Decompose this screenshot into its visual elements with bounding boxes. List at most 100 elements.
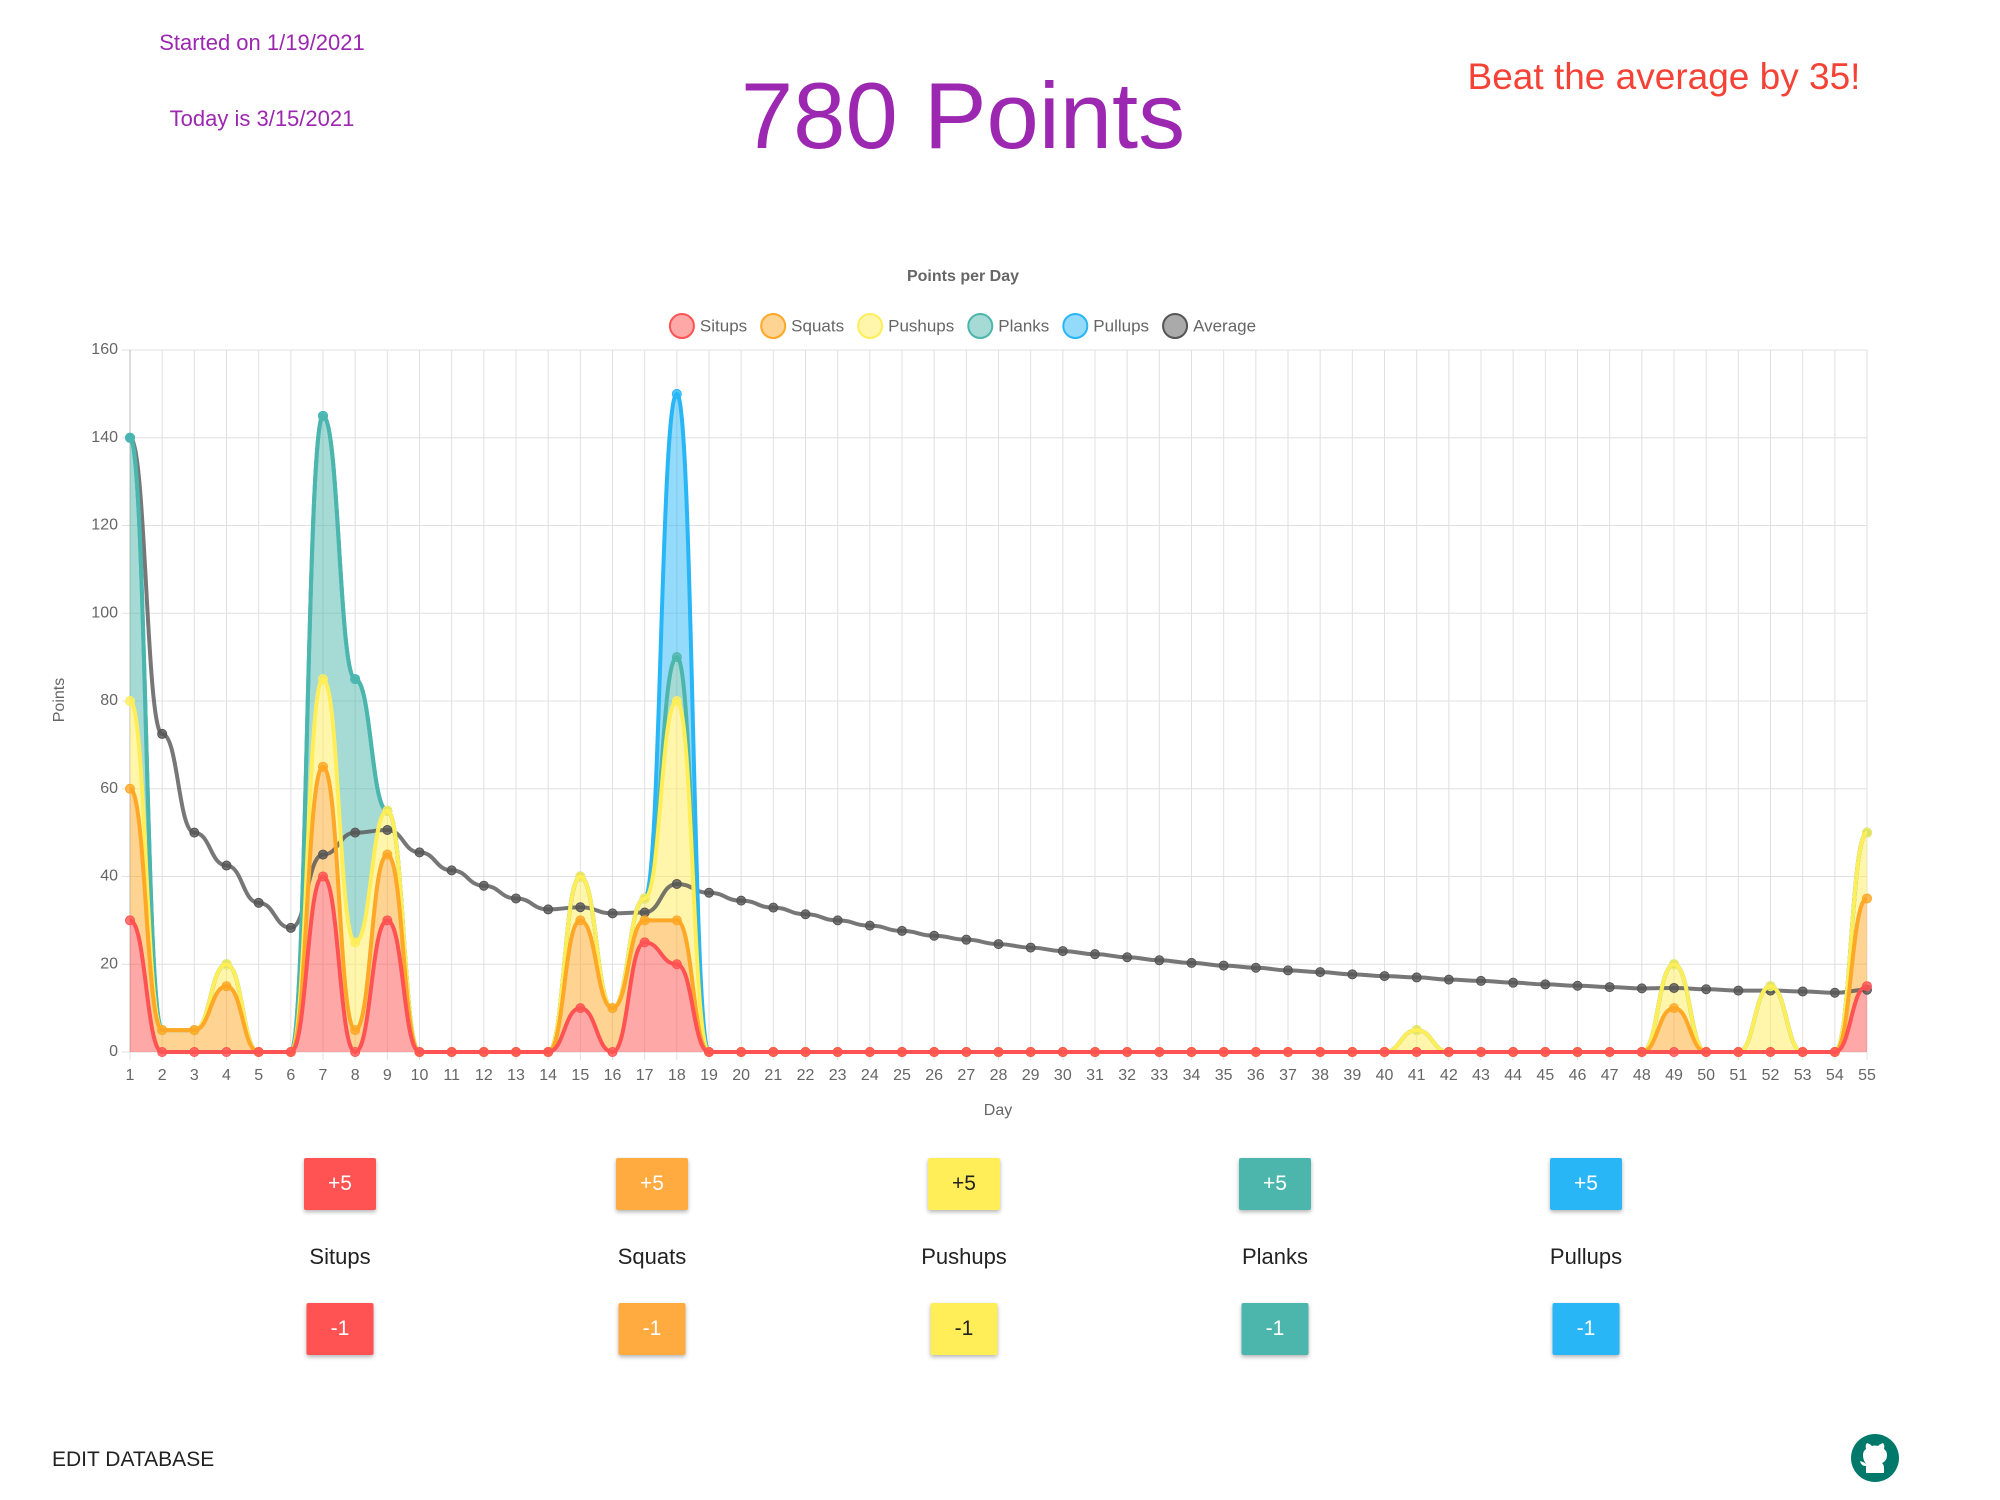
chart: Points per Day Day Points 02040608010012… (51, 268, 1876, 1119)
minus-button[interactable]: -1 (930, 1303, 998, 1355)
plus-button[interactable]: +5 (1239, 1158, 1311, 1210)
beat-average: Beat the average by 35! (1467, 56, 1861, 97)
x-tick-label: 33 (1150, 1067, 1168, 1084)
x-tick-label: 17 (636, 1067, 654, 1084)
x-tick-label: 42 (1440, 1067, 1458, 1084)
point (1186, 957, 1197, 968)
x-tick-label: 32 (1118, 1067, 1136, 1084)
started-text: Started on 1/19/2021 (159, 30, 365, 55)
x-tick-label: 36 (1247, 1067, 1265, 1084)
x-tick-label: 53 (1794, 1067, 1812, 1084)
legend-item[interactable]: Pullups (1062, 313, 1149, 339)
x-tick-label: 23 (829, 1067, 847, 1084)
x-tick-label: 43 (1472, 1067, 1490, 1084)
point (125, 915, 135, 926)
point (1604, 1047, 1615, 1057)
point (897, 1047, 907, 1057)
point (1508, 977, 1519, 988)
github-icon[interactable] (1850, 1433, 1900, 1483)
legend-item[interactable]: Squats (760, 313, 844, 339)
point (1122, 952, 1133, 963)
legend-item[interactable]: Pushups (857, 313, 954, 339)
point (318, 849, 328, 860)
point (993, 939, 1004, 950)
legend-label: Pushups (888, 316, 954, 335)
activity-label: Pullups (1549, 1244, 1623, 1269)
point (189, 1025, 200, 1036)
x-tick-label: 45 (1536, 1067, 1554, 1084)
x-tick-label: 26 (925, 1067, 943, 1084)
point (671, 959, 682, 970)
point (125, 696, 135, 706)
legend-label: Average (1193, 316, 1256, 335)
point (157, 728, 168, 739)
minus-button[interactable]: -1 (618, 1303, 686, 1355)
point (1669, 982, 1679, 993)
point (736, 895, 747, 906)
edit-database-link[interactable]: EDIT DATABASE (52, 1448, 215, 1471)
point (929, 1047, 940, 1057)
x-tick-label: 14 (539, 1067, 557, 1084)
x-tick-label: 6 (286, 1067, 295, 1084)
x-tick-label: 20 (732, 1067, 750, 1084)
x-tick-label: 34 (1183, 1067, 1201, 1084)
point (832, 1047, 843, 1057)
x-tick-label: 11 (443, 1067, 460, 1084)
point (1283, 965, 1293, 976)
legend-label: Squats (791, 316, 844, 335)
point (1090, 1047, 1100, 1057)
legend-item[interactable]: Situps (668, 313, 747, 339)
x-tick-label: 48 (1633, 1067, 1651, 1084)
point (929, 930, 940, 941)
point (768, 1047, 779, 1057)
legend: Situps Squats Pushups Planks Pullups Average (668, 313, 1256, 339)
point (1829, 1047, 1840, 1057)
github-cat (1860, 1443, 1887, 1473)
point (1057, 946, 1068, 957)
point (1669, 959, 1679, 970)
point (1476, 975, 1486, 986)
point (511, 893, 521, 904)
minus-button[interactable]: -1 (306, 1303, 374, 1355)
legend-item[interactable]: Average (1162, 313, 1256, 339)
legend-swatch (967, 313, 994, 339)
point (1154, 955, 1165, 966)
point (575, 871, 586, 882)
y-tick-label: 60 (100, 780, 118, 797)
plus-button[interactable]: +5 (616, 1158, 688, 1210)
point (350, 674, 361, 685)
point (1572, 980, 1583, 991)
x-tick-label: 49 (1665, 1067, 1683, 1084)
point (221, 981, 232, 992)
minus-button[interactable]: -1 (1552, 1303, 1620, 1355)
plus-button[interactable]: +5 (928, 1158, 1000, 1210)
point (285, 1047, 296, 1057)
x-tick-label: 54 (1826, 1067, 1844, 1084)
point (832, 915, 843, 926)
point (1829, 987, 1840, 998)
x-tick-label: 21 (764, 1067, 782, 1084)
point (350, 827, 361, 838)
plus-button[interactable]: +5 (304, 1158, 376, 1210)
plus-button[interactable]: +5 (1550, 1158, 1622, 1210)
point (1250, 962, 1261, 973)
legend-label: Pullups (1093, 316, 1149, 335)
legend-item[interactable]: Planks (967, 313, 1049, 339)
legend-label: Planks (998, 316, 1049, 335)
activity-label: Pushups (921, 1244, 1007, 1269)
y-tick-label: 160 (91, 341, 118, 358)
point (1443, 974, 1454, 985)
x-tick-label: 29 (1022, 1067, 1040, 1084)
point (1701, 1047, 1712, 1057)
minus-button[interactable]: -1 (1241, 1303, 1309, 1355)
point (1572, 1047, 1583, 1057)
y-axis-label: Points (51, 678, 68, 722)
point (318, 761, 328, 772)
legend-swatch (668, 313, 695, 339)
point (221, 1047, 232, 1057)
x-tick-label: 39 (1343, 1067, 1361, 1084)
point (639, 915, 650, 926)
point (1315, 967, 1326, 978)
point (864, 1047, 875, 1057)
point (285, 922, 296, 933)
